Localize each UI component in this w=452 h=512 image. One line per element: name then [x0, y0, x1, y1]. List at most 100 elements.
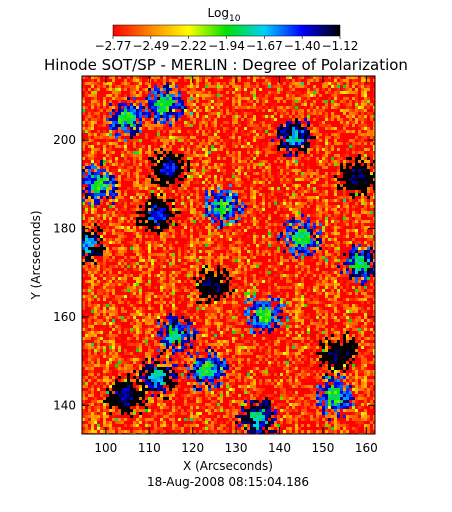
heatmap-cell [271, 181, 274, 184]
heatmap-cell [367, 100, 370, 103]
heatmap-cell [274, 118, 277, 121]
heatmap-cell [166, 217, 169, 220]
heatmap-cell [250, 148, 253, 151]
heatmap-cell [223, 85, 226, 88]
heatmap-cell [238, 88, 241, 91]
heatmap-cell [169, 166, 172, 169]
heatmap-cell [211, 196, 214, 199]
heatmap-cell [232, 109, 235, 112]
heatmap-cell [259, 166, 262, 169]
heatmap-cell [232, 166, 235, 169]
heatmap-cell [133, 220, 136, 223]
heatmap-cell [85, 187, 88, 190]
heatmap-cell [370, 97, 373, 100]
heatmap-cell [136, 124, 139, 127]
heatmap-cell [88, 220, 91, 223]
heatmap-cell [82, 121, 85, 124]
heatmap-cell [310, 118, 313, 121]
heatmap-cell [172, 172, 175, 175]
heatmap-cell [313, 148, 316, 151]
heatmap-cell [199, 193, 202, 196]
heatmap-cell [373, 118, 375, 121]
heatmap-cell [343, 148, 346, 151]
heatmap-cell [226, 145, 229, 148]
heatmap-cell [340, 187, 343, 190]
heatmap-cell [154, 223, 157, 226]
heatmap-cell [121, 184, 124, 187]
heatmap-cell [298, 127, 301, 130]
heatmap-cell [313, 130, 316, 133]
heatmap-cell [127, 79, 130, 82]
heatmap-cell [334, 211, 337, 214]
heatmap-cell [370, 169, 373, 172]
heatmap-cell [103, 139, 106, 142]
heatmap-cell [334, 151, 337, 154]
heatmap-cell [250, 223, 253, 226]
heatmap-cell [343, 205, 346, 208]
heatmap-cell [259, 220, 262, 223]
heatmap-cell [253, 142, 256, 145]
heatmap-cell [190, 175, 193, 178]
heatmap-cell [331, 160, 334, 163]
heatmap-cell [136, 157, 139, 160]
heatmap-cell [115, 139, 118, 142]
heatmap-cell [307, 181, 310, 184]
heatmap-cell [271, 148, 274, 151]
heatmap-cell [235, 151, 238, 154]
heatmap-cell [277, 217, 280, 220]
heatmap-cell [373, 88, 375, 91]
heatmap-cell [187, 118, 190, 121]
heatmap-cell [274, 85, 277, 88]
heatmap-cell [196, 187, 199, 190]
heatmap-cell [85, 169, 88, 172]
heatmap-cell [193, 106, 196, 109]
heatmap-cell [124, 148, 127, 151]
heatmap-cell [202, 148, 205, 151]
heatmap-cell [151, 160, 154, 163]
heatmap-cell [277, 163, 280, 166]
heatmap-cell [184, 214, 187, 217]
heatmap-cell [304, 190, 307, 193]
heatmap-cell [238, 172, 241, 175]
heatmap-cell [106, 163, 109, 166]
heatmap-cell [289, 184, 292, 187]
heatmap-cell [256, 160, 259, 163]
heatmap-cell [130, 154, 133, 157]
heatmap-cell [286, 157, 289, 160]
heatmap-cell [115, 142, 118, 145]
heatmap-cell [244, 88, 247, 91]
heatmap-cell [211, 109, 214, 112]
heatmap-cell [262, 163, 265, 166]
heatmap-cell [160, 124, 163, 127]
heatmap-cell [157, 163, 160, 166]
heatmap-cell [262, 196, 265, 199]
heatmap-cell [106, 103, 109, 106]
heatmap-cell [367, 199, 370, 202]
heatmap-cell [280, 202, 283, 205]
heatmap-cell [133, 175, 136, 178]
heatmap-cell [223, 148, 226, 151]
heatmap-cell [328, 94, 331, 97]
heatmap-cell [196, 85, 199, 88]
heatmap-cell [157, 214, 160, 217]
heatmap-cell [199, 154, 202, 157]
heatmap-cell [208, 94, 211, 97]
heatmap-cell [262, 79, 265, 82]
heatmap-cell [361, 100, 364, 103]
heatmap-cell [169, 91, 172, 94]
heatmap-cell [136, 130, 139, 133]
heatmap-cell [148, 217, 151, 220]
heatmap-cell [142, 112, 145, 115]
heatmap-cell [115, 148, 118, 151]
heatmap-cell [100, 118, 103, 121]
heatmap-cell [352, 109, 355, 112]
heatmap-cell [310, 148, 313, 151]
heatmap-cell [214, 163, 217, 166]
heatmap-cell [127, 106, 130, 109]
heatmap-cell [238, 118, 241, 121]
heatmap-cell [307, 217, 310, 220]
heatmap-cell [124, 208, 127, 211]
heatmap-cell [130, 148, 133, 151]
heatmap-cell [292, 76, 295, 79]
heatmap-cell [166, 82, 169, 85]
